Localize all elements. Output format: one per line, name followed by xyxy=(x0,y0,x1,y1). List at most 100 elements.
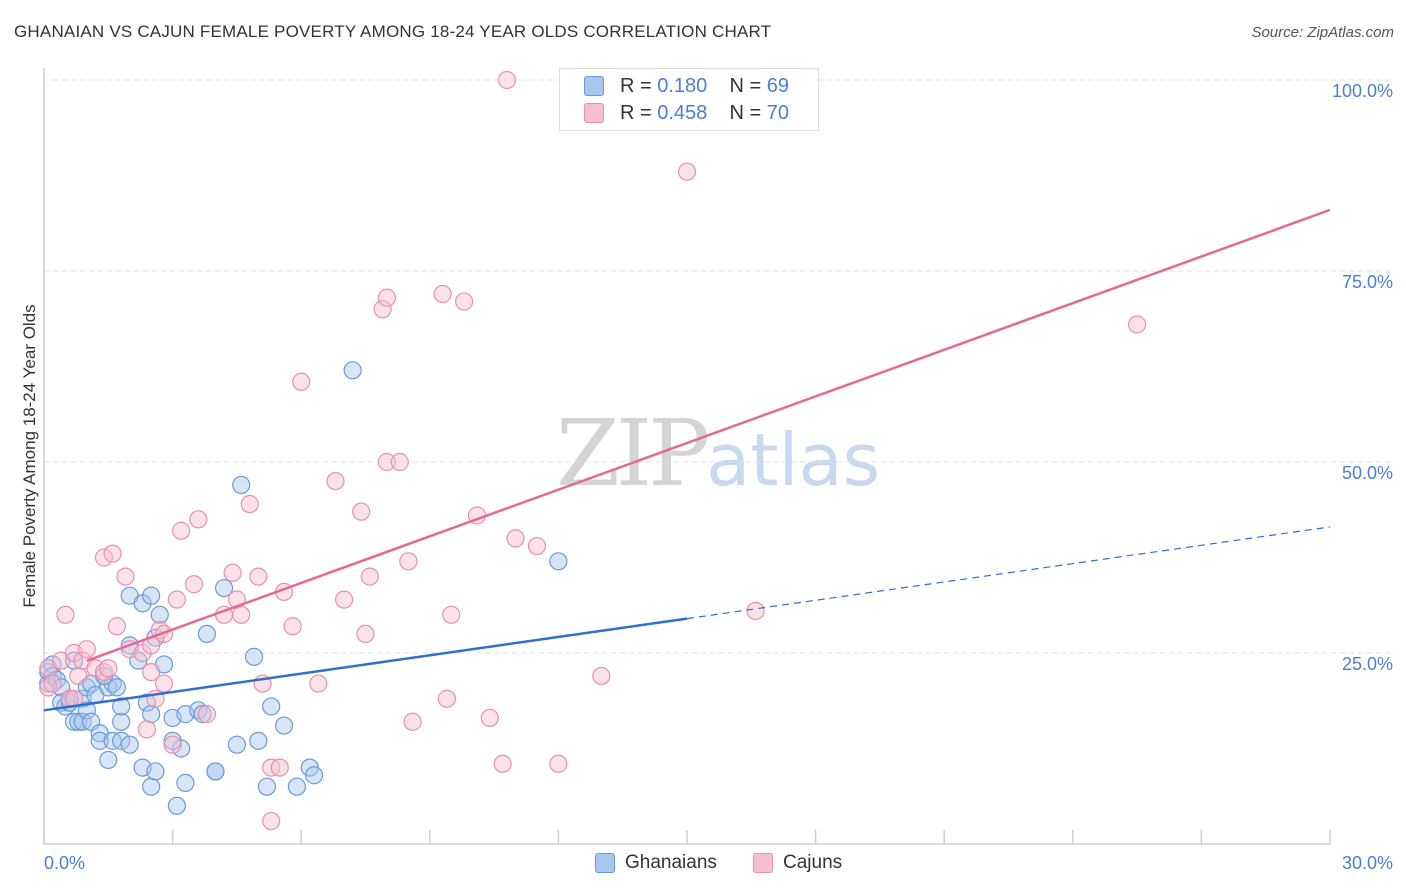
point-cajuns xyxy=(94,548,114,567)
point-cajuns xyxy=(377,452,397,472)
point-ghanaians xyxy=(287,777,307,796)
legend-swatch-cajuns xyxy=(584,103,604,123)
point-cajuns xyxy=(189,510,208,529)
point-cajuns xyxy=(399,552,418,571)
y-tick-label: 50.0% xyxy=(1342,463,1393,483)
point-cajuns xyxy=(184,575,204,594)
point-cajuns xyxy=(506,529,525,548)
point-ghanaians xyxy=(176,773,195,792)
point-ghanaians xyxy=(257,777,277,796)
point-cajuns xyxy=(334,590,354,609)
legend-label-ghanaians: Ghanaians xyxy=(625,852,717,873)
point-cajuns xyxy=(390,452,409,472)
legend-r-value: 0.180 xyxy=(657,74,708,97)
legend-n-label: N = xyxy=(729,101,767,124)
point-cajuns xyxy=(480,708,499,728)
correlation-legend: R = 0.180 N = 69 R = 0.458 N = 70 xyxy=(559,68,819,131)
point-cajuns xyxy=(64,689,84,708)
point-cajuns xyxy=(77,640,96,659)
legend-stats-cajuns: R = 0.458 N = 70 xyxy=(620,102,789,125)
point-ghanaians xyxy=(232,475,251,495)
point-cajuns xyxy=(493,754,512,773)
y-tick-label: 100.0% xyxy=(1332,81,1393,101)
legend-item-ghanaians[interactable]: Ghanaians xyxy=(595,852,717,874)
point-cajuns xyxy=(377,288,397,307)
point-ghanaians xyxy=(142,705,161,724)
point-ghanaians xyxy=(262,697,281,716)
point-cajuns xyxy=(163,735,182,754)
x-tick-marks xyxy=(43,830,1331,844)
point-cajuns xyxy=(43,674,62,693)
legend-n-value: 70 xyxy=(766,101,790,124)
legend-swatch-cajuns xyxy=(753,853,773,873)
point-cajuns xyxy=(549,754,568,773)
point-cajuns xyxy=(142,662,161,682)
point-cajuns xyxy=(103,544,122,563)
point-cajuns xyxy=(107,617,126,636)
point-ghanaians xyxy=(137,693,156,712)
legend-item-cajuns[interactable]: Cajuns xyxy=(753,852,842,874)
point-ghanaians xyxy=(549,552,568,571)
point-ghanaians xyxy=(90,731,109,750)
point-cajuns xyxy=(262,811,281,831)
point-ghanaians xyxy=(150,605,169,624)
point-ghanaians xyxy=(163,731,182,750)
point-ghanaians xyxy=(142,777,161,796)
trend-line-ghanaians xyxy=(43,617,688,712)
point-ghanaians xyxy=(112,712,131,731)
trend-lines xyxy=(43,208,1331,712)
point-ghanaians xyxy=(107,678,126,697)
point-cajuns xyxy=(677,162,697,181)
watermark-atlas: atlas xyxy=(706,418,881,502)
point-ghanaians xyxy=(142,586,161,605)
point-cajuns xyxy=(283,617,302,636)
point-cajuns xyxy=(292,372,311,391)
y-tick-labels: 25.0% 50.0% 75.0% 100.0% xyxy=(1332,81,1393,674)
point-cajuns xyxy=(527,536,547,556)
point-cajuns xyxy=(69,666,88,686)
x-tick-label: 30.0% xyxy=(1342,853,1393,873)
point-ghanaians xyxy=(249,731,268,750)
point-cajuns xyxy=(356,624,375,644)
point-cajuns xyxy=(240,494,259,514)
point-cajuns xyxy=(137,720,156,739)
point-cajuns xyxy=(172,521,191,540)
point-ghanaians xyxy=(343,361,362,380)
point-ghanaians xyxy=(197,624,216,644)
point-cajuns xyxy=(197,705,216,724)
trend-line-cajuns xyxy=(86,208,1331,662)
legend-label-cajuns: Cajuns xyxy=(783,852,843,873)
point-cajuns xyxy=(442,605,461,624)
x-tick-label: 0.0% xyxy=(44,853,85,873)
y-tick-label: 25.0% xyxy=(1342,654,1393,674)
legend-n-label: N = xyxy=(729,74,767,97)
point-cajuns xyxy=(373,300,392,319)
point-cajuns xyxy=(154,674,174,693)
point-ghanaians xyxy=(120,735,139,754)
point-cajuns xyxy=(746,601,765,621)
point-ghanaians xyxy=(214,578,234,598)
point-cajuns xyxy=(86,659,105,678)
point-cajuns xyxy=(167,590,186,609)
series-ghanaians-points xyxy=(39,361,568,815)
point-ghanaians xyxy=(112,731,131,750)
point-ghanaians xyxy=(112,697,131,716)
point-cajuns xyxy=(403,712,422,731)
watermark-zip: ZIP xyxy=(556,400,710,507)
point-cajuns xyxy=(56,605,75,624)
point-cajuns xyxy=(352,502,371,521)
point-ghanaians xyxy=(304,766,324,785)
point-cajuns xyxy=(433,284,452,304)
series-cajuns-points xyxy=(39,70,1147,831)
axes xyxy=(43,68,1330,845)
point-cajuns xyxy=(592,666,611,686)
point-cajuns xyxy=(326,472,345,491)
y-tick-label: 75.0% xyxy=(1342,272,1393,292)
grid-lines xyxy=(44,79,1392,654)
point-ghanaians xyxy=(146,762,165,781)
point-cajuns xyxy=(437,689,457,708)
point-cajuns xyxy=(497,70,517,90)
point-cajuns xyxy=(249,567,268,586)
point-ghanaians xyxy=(167,796,186,815)
